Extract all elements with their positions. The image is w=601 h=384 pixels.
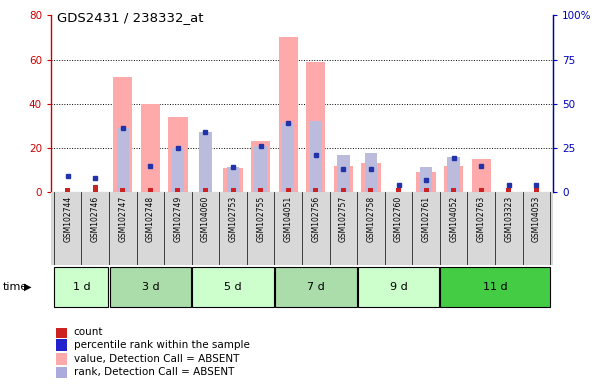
Bar — [341, 188, 346, 192]
FancyBboxPatch shape — [192, 267, 274, 307]
Bar — [444, 166, 463, 192]
FancyBboxPatch shape — [441, 267, 549, 307]
Bar — [224, 168, 243, 192]
Text: 9 d: 9 d — [389, 282, 407, 292]
Text: 3 d: 3 d — [142, 282, 159, 292]
Text: 7 d: 7 d — [307, 282, 325, 292]
Bar — [365, 153, 377, 192]
Bar — [337, 155, 350, 192]
Text: GDS2431 / 238332_at: GDS2431 / 238332_at — [57, 12, 204, 25]
Bar — [203, 188, 208, 192]
Bar — [451, 188, 456, 192]
Text: GSM104051: GSM104051 — [284, 196, 293, 242]
Text: GSM102755: GSM102755 — [256, 196, 265, 242]
Text: 5 d: 5 d — [224, 282, 242, 292]
Text: GSM103323: GSM103323 — [504, 196, 513, 242]
Bar — [534, 188, 539, 192]
Text: GSM102748: GSM102748 — [146, 196, 155, 242]
Bar — [251, 141, 270, 192]
Text: GSM102756: GSM102756 — [311, 196, 320, 242]
Text: GSM102746: GSM102746 — [91, 196, 100, 242]
Bar — [334, 166, 353, 192]
Bar — [231, 188, 236, 192]
FancyBboxPatch shape — [358, 267, 439, 307]
Bar — [56, 367, 67, 378]
Text: time: time — [3, 282, 28, 292]
Bar — [285, 188, 291, 192]
Text: 11 d: 11 d — [483, 282, 507, 292]
Text: ▶: ▶ — [24, 282, 31, 292]
Bar — [310, 121, 322, 192]
Bar — [93, 185, 98, 192]
Bar — [368, 188, 373, 192]
Bar — [258, 188, 263, 192]
Bar — [168, 117, 188, 192]
FancyBboxPatch shape — [55, 267, 108, 307]
Bar — [65, 188, 70, 192]
Bar — [117, 128, 129, 192]
Bar — [56, 339, 67, 351]
Text: GSM102747: GSM102747 — [118, 196, 127, 242]
Text: GSM102753: GSM102753 — [228, 196, 237, 242]
Bar — [175, 188, 180, 192]
Text: percentile rank within the sample: percentile rank within the sample — [74, 340, 249, 350]
Bar — [282, 123, 294, 192]
Bar — [56, 353, 67, 365]
Text: GSM102758: GSM102758 — [367, 196, 376, 242]
Bar — [420, 167, 432, 192]
Text: value, Detection Call = ABSENT: value, Detection Call = ABSENT — [74, 354, 239, 364]
Text: GSM104053: GSM104053 — [532, 196, 541, 242]
FancyBboxPatch shape — [275, 267, 356, 307]
FancyBboxPatch shape — [109, 267, 191, 307]
Bar — [416, 172, 436, 192]
Bar — [56, 326, 67, 338]
Text: rank, Detection Call = ABSENT: rank, Detection Call = ABSENT — [74, 367, 234, 377]
Bar — [148, 188, 153, 192]
Text: GSM102757: GSM102757 — [339, 196, 348, 242]
Bar — [279, 38, 298, 192]
Text: GSM102761: GSM102761 — [421, 196, 430, 242]
Bar — [506, 188, 511, 192]
Bar — [200, 132, 212, 192]
Text: count: count — [74, 327, 103, 337]
Text: GSM102760: GSM102760 — [394, 196, 403, 242]
Text: GSM102763: GSM102763 — [477, 196, 486, 242]
Bar — [472, 159, 491, 192]
Bar — [313, 188, 319, 192]
Bar — [227, 167, 239, 192]
Text: GSM102749: GSM102749 — [174, 196, 183, 242]
Bar — [396, 188, 401, 192]
Bar — [120, 188, 125, 192]
Text: GSM104060: GSM104060 — [201, 196, 210, 242]
Bar — [113, 77, 132, 192]
Text: GSM104052: GSM104052 — [449, 196, 458, 242]
Bar — [141, 104, 160, 192]
Bar — [424, 188, 429, 192]
Text: 1 d: 1 d — [73, 282, 90, 292]
Text: GSM102744: GSM102744 — [63, 196, 72, 242]
Bar — [172, 148, 184, 192]
Bar — [306, 62, 325, 192]
Bar — [479, 188, 484, 192]
Bar — [448, 157, 460, 192]
Bar — [254, 146, 267, 192]
Bar — [361, 163, 380, 192]
